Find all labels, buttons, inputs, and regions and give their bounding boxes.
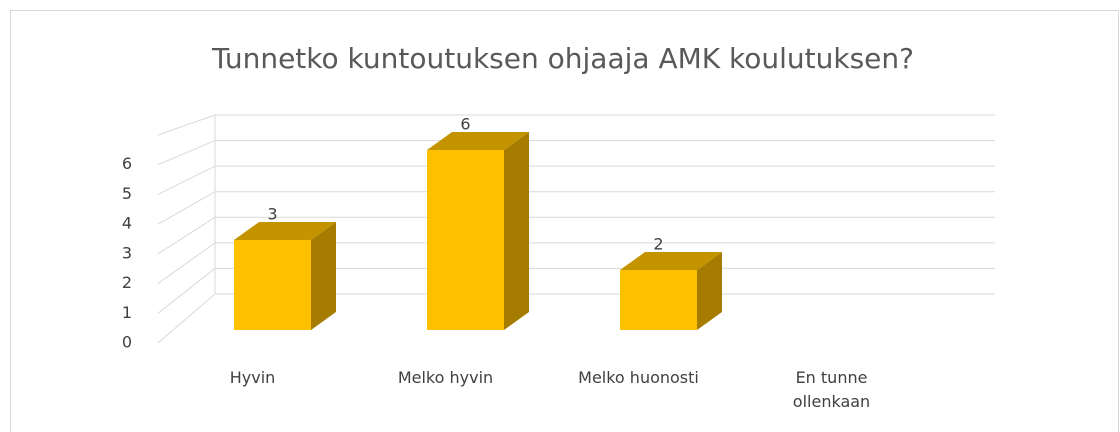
x-tick-label: En tunne ollenkaan <box>792 368 871 411</box>
grid-line <box>157 191 216 225</box>
bar <box>427 150 504 330</box>
y-tick-label: 4 <box>122 214 132 233</box>
y-tick-label: 3 <box>122 243 132 262</box>
chart-border <box>10 10 1119 432</box>
bar-top <box>234 222 336 240</box>
bar-side <box>311 222 336 330</box>
data-label: 2 <box>653 235 663 254</box>
bar-side <box>697 252 722 330</box>
grid-line <box>157 140 216 166</box>
y-tick-label: 1 <box>122 303 132 322</box>
data-label: 6 <box>460 115 470 134</box>
grid-line <box>157 293 216 344</box>
chart-title: Tunnetko kuntoutuksen ohjaaja AMK koulut… <box>211 42 914 75</box>
y-tick-label: 5 <box>122 184 132 203</box>
grid-line <box>157 242 216 284</box>
grid-line <box>157 216 216 255</box>
y-tick-label: 6 <box>122 154 132 173</box>
bar <box>234 240 311 330</box>
bar-top <box>620 252 722 270</box>
grid-line <box>157 114 216 136</box>
y-tick-label: 2 <box>122 273 132 292</box>
x-tick-label: Hyvin <box>229 368 276 387</box>
y-tick-label: 0 <box>122 333 132 352</box>
data-label: 3 <box>267 205 277 224</box>
grid-line <box>157 268 216 314</box>
bar-side <box>504 132 529 330</box>
grid-line <box>157 165 216 195</box>
x-tick-label: Melko hyvin <box>397 368 494 387</box>
x-tick-label: Melko huonosti <box>578 368 699 387</box>
bar-top <box>427 132 529 150</box>
bar <box>620 270 697 330</box>
